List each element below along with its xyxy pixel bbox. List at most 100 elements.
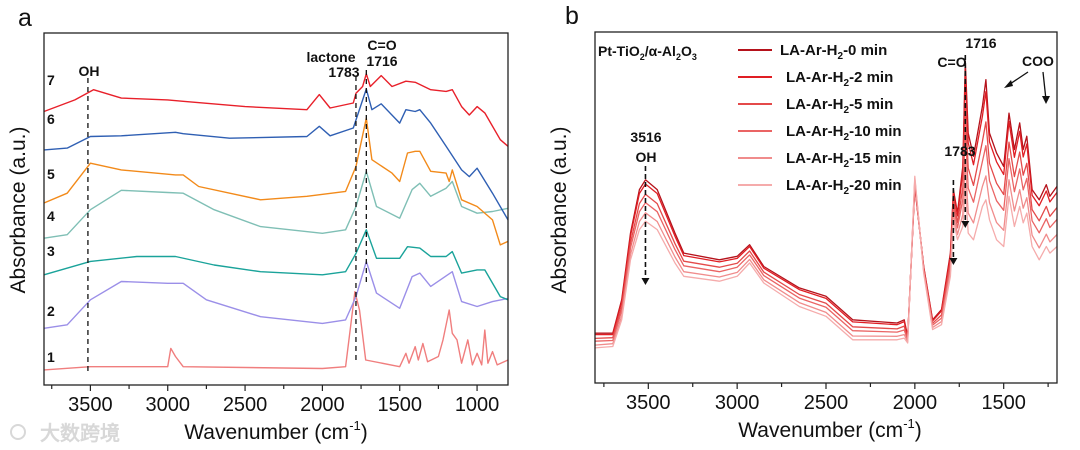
x-axis-label-end: ): [915, 419, 922, 442]
chart-a: a Absorbance (a.u.) Wavenumber (cm-1) 35…: [7, 4, 509, 444]
annotation-lactone: lactone: [306, 49, 355, 65]
arrowhead-icon: [1042, 96, 1050, 104]
legend-label-sub: 2: [844, 78, 850, 89]
sample-part: /α-Al: [645, 43, 676, 59]
series-line-6: [43, 88, 509, 221]
legend-label-sub: 2: [844, 159, 850, 170]
chart-b: b Absorbance (a.u.) Wavenumber (cm-1) 35…: [548, 2, 1058, 442]
curve-label-7: 7: [47, 72, 55, 88]
sample-part: Pt-TiO: [598, 43, 640, 59]
legend-item: LA-Ar-H2-10 min: [738, 123, 902, 143]
annotation-oh: OH: [636, 149, 657, 165]
plot-frame: [43, 32, 509, 386]
plot-area-b: 3500 3000 2500 2000 1500: [594, 31, 1058, 414]
legend-label-prefix: LA-Ar-H: [786, 96, 844, 113]
annotation-co: C=O: [367, 37, 396, 53]
annotation-lactone-wn: 1783: [944, 143, 975, 159]
legend-label-suffix: -0 min: [843, 42, 887, 59]
panel-label-a: a: [18, 4, 32, 32]
legend-item: LA-Ar-H2-5 min: [738, 96, 893, 116]
legend-label: LA-Ar-H2-20 min: [786, 177, 902, 197]
x-tick-label: 1500: [981, 392, 1026, 414]
legend-item: LA-Ar-H2-20 min: [738, 177, 902, 197]
arrowhead-icon: [641, 278, 650, 285]
panel-label-b: b: [565, 2, 579, 30]
x-tick-label: 2000: [300, 394, 345, 416]
x-tick-label: 1500: [377, 394, 422, 416]
annotation-co-wn: 1716: [965, 35, 996, 51]
legend-item: LA-Ar-H2-0 min: [738, 42, 887, 62]
legend-label-suffix: -2 min: [849, 69, 893, 86]
watermark-logo-icon: [10, 424, 26, 440]
legend-label: LA-Ar-H2-5 min: [786, 96, 893, 116]
annotation-coo: COO: [1022, 53, 1054, 69]
legend-label-sub: 2: [838, 51, 844, 62]
coo-arrow-2: [1042, 71, 1047, 101]
series-line-5: [43, 117, 509, 246]
legend-label-suffix: -20 min: [849, 177, 902, 194]
legend-label-prefix: LA-Ar-H: [786, 150, 844, 167]
sample-sub: 3: [692, 52, 697, 62]
coo-arrowheads: [1004, 80, 1050, 104]
sample-sub: 2: [640, 52, 645, 62]
legend-label: LA-Ar-H2-10 min: [786, 123, 902, 143]
legend-label-sub: 2: [844, 186, 850, 197]
series-line-2: [43, 260, 509, 329]
legend-item: LA-Ar-H2-2 min: [738, 69, 893, 89]
x-axis-label-end: ): [361, 421, 368, 444]
curve-label-3: 3: [47, 243, 55, 259]
watermark: 大数跨境: [40, 421, 120, 445]
plot-area-a: 3500 3000 2500 2000 1500 1000 1 2 3 4 5 6 7: [43, 32, 509, 416]
legend-label: LA-Ar-H2-15 min: [786, 150, 902, 170]
annotation-co-wn: 1716: [366, 53, 397, 69]
x-tick-label: 3500: [68, 394, 113, 416]
sample-label: Pt-TiO2/α-Al2O3: [598, 43, 697, 62]
x-tick-label: 2500: [223, 394, 268, 416]
curve-label-1: 1: [47, 349, 55, 365]
legend-label-suffix: -10 min: [849, 123, 902, 140]
legend-item: LA-Ar-H2-15 min: [738, 150, 902, 170]
arrowhead-icon: [961, 221, 970, 228]
legend-label-prefix: LA-Ar-H: [786, 69, 844, 86]
x-tick-label: 3500: [626, 392, 671, 414]
x-axis-label-sup: -1: [349, 418, 361, 433]
x-axis-label-b: Wavenumber (cm-1): [738, 416, 922, 442]
curve-label-6: 6: [47, 111, 55, 127]
legend-label: LA-Ar-H2-2 min: [786, 69, 893, 89]
series-line-4: [43, 170, 509, 239]
x-tick-label: 2500: [804, 392, 849, 414]
annotation-lactone-wn: 1783: [328, 64, 359, 80]
x-axis-label-text: Wavenumber (cm: [738, 419, 903, 442]
legend-label-suffix: -15 min: [849, 150, 902, 167]
curve-label-4: 4: [47, 208, 55, 224]
annotation-oh: OH: [79, 63, 100, 79]
series-line-20min: [594, 175, 1058, 349]
series-line-7: [43, 73, 509, 147]
arrowhead-icon: [1004, 80, 1013, 88]
x-axis-label-text: Wavenumber (cm: [184, 421, 349, 444]
legend-label: LA-Ar-H2-0 min: [780, 42, 887, 62]
legend-label-suffix: -5 min: [849, 96, 893, 113]
curve-label-5: 5: [47, 166, 55, 182]
x-tick-label: 3000: [145, 394, 190, 416]
legend-label-sub: 2: [844, 105, 850, 116]
x-axis-label-a: Wavenumber (cm-1): [184, 418, 368, 444]
y-axis-label-a: Absorbance (a.u.): [7, 127, 30, 294]
annotation-co: C=O: [937, 54, 966, 70]
x-axis-label-sup: -1: [903, 416, 915, 431]
arrowhead-icon: [949, 258, 958, 265]
curve-label-2: 2: [47, 303, 55, 319]
series-line-5min: [594, 104, 1058, 340]
y-axis-label-b: Absorbance (a.u.): [548, 127, 571, 294]
sample-sub: 2: [676, 52, 681, 62]
legend-label-sub: 2: [844, 132, 850, 143]
x-tick-label: 3000: [715, 392, 760, 414]
annotation-oh-wn: 3516: [630, 129, 661, 145]
series-line-3: [43, 229, 509, 301]
x-tick-label: 1000: [455, 394, 500, 416]
sample-part: O: [681, 43, 692, 59]
legend-label-prefix: LA-Ar-H: [786, 177, 844, 194]
legend-label-prefix: LA-Ar-H: [786, 123, 844, 140]
